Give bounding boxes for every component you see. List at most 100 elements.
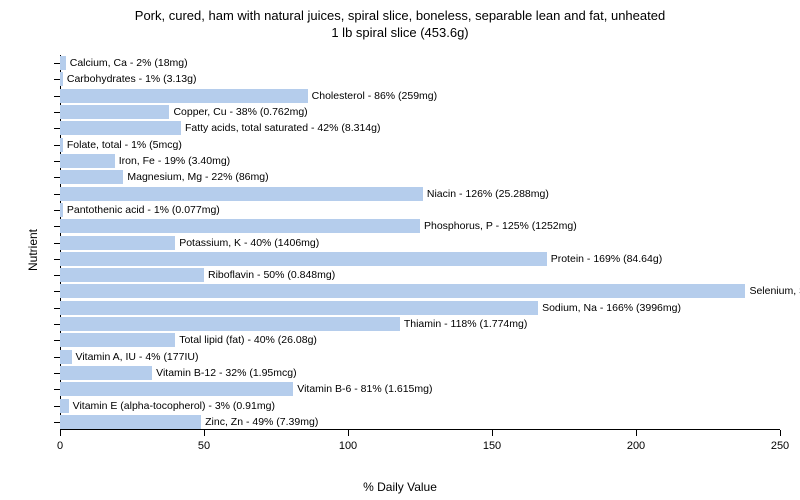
nutrient-chart: Pork, cured, ham with natural juices, sp…	[0, 0, 800, 500]
bar-row: Potassium, K - 40% (1406mg)	[60, 236, 780, 250]
y-tick	[54, 406, 60, 407]
bar-row: Thiamin - 118% (1.774mg)	[60, 317, 780, 331]
bar-row: Total lipid (fat) - 40% (26.08g)	[60, 333, 780, 347]
bar-row: Copper, Cu - 38% (0.762mg)	[60, 105, 780, 119]
bar-row: Phosphorus, P - 125% (1252mg)	[60, 219, 780, 233]
y-tick	[54, 112, 60, 113]
bar-row: Vitamin A, IU - 4% (177IU)	[60, 350, 780, 364]
y-tick	[54, 324, 60, 325]
bar-label: Potassium, K - 40% (1406mg)	[179, 237, 319, 248]
y-tick	[54, 291, 60, 292]
bar-label: Selenium, Se - 238% (166.9mcg)	[749, 286, 800, 297]
x-tick	[492, 430, 493, 436]
bar-label: Folate, total - 1% (5mcg)	[67, 139, 182, 150]
x-tick-label: 100	[339, 440, 357, 452]
y-tick	[54, 96, 60, 97]
y-tick	[54, 373, 60, 374]
bar	[60, 105, 169, 119]
bar-row: Fatty acids, total saturated - 42% (8.31…	[60, 121, 780, 135]
title-line-2: 1 lb spiral slice (453.6g)	[331, 25, 468, 40]
x-tick-label: 250	[771, 440, 789, 452]
bar	[60, 333, 175, 347]
bar-label: Riboflavin - 50% (0.848mg)	[208, 270, 335, 281]
x-tick-label: 150	[483, 440, 501, 452]
bar	[60, 187, 423, 201]
bar-row: Zinc, Zn - 49% (7.39mg)	[60, 415, 780, 429]
bar	[60, 252, 547, 266]
bar-row: Vitamin B-12 - 32% (1.95mcg)	[60, 366, 780, 380]
bar	[60, 121, 181, 135]
bar-row: Vitamin E (alpha-tocopherol) - 3% (0.91m…	[60, 399, 780, 413]
y-tick	[54, 177, 60, 178]
bar	[60, 415, 201, 429]
y-tick	[54, 275, 60, 276]
bar	[60, 56, 66, 70]
x-tick	[636, 430, 637, 436]
bar-row: Vitamin B-6 - 81% (1.615mg)	[60, 382, 780, 396]
y-tick	[54, 243, 60, 244]
x-tick	[348, 430, 349, 436]
bar	[60, 236, 175, 250]
bar-row: Calcium, Ca - 2% (18mg)	[60, 56, 780, 70]
bar-label: Fatty acids, total saturated - 42% (8.31…	[185, 123, 381, 134]
bar-row: Folate, total - 1% (5mcg)	[60, 138, 780, 152]
bar-label: Phosphorus, P - 125% (1252mg)	[424, 221, 577, 232]
y-tick	[54, 340, 60, 341]
y-tick	[54, 128, 60, 129]
bar-row: Iron, Fe - 19% (3.40mg)	[60, 154, 780, 168]
bar-label: Vitamin A, IU - 4% (177IU)	[76, 351, 199, 362]
y-tick	[54, 308, 60, 309]
bar-label: Iron, Fe - 19% (3.40mg)	[119, 156, 230, 167]
x-tick	[204, 430, 205, 436]
x-tick-label: 200	[627, 440, 645, 452]
bar	[60, 399, 69, 413]
y-tick	[54, 161, 60, 162]
title-line-1: Pork, cured, ham with natural juices, sp…	[135, 8, 665, 23]
bar	[60, 366, 152, 380]
y-tick	[54, 145, 60, 146]
bar-label: Magnesium, Mg - 22% (86mg)	[127, 172, 268, 183]
bar-label: Total lipid (fat) - 40% (26.08g)	[179, 335, 317, 346]
x-tick	[780, 430, 781, 436]
bar-row: Magnesium, Mg - 22% (86mg)	[60, 170, 780, 184]
bar-label: Zinc, Zn - 49% (7.39mg)	[205, 417, 318, 428]
bar	[60, 317, 400, 331]
x-tick	[60, 430, 61, 436]
bar-row: Carbohydrates - 1% (3.13g)	[60, 72, 780, 86]
bar-row: Sodium, Na - 166% (3996mg)	[60, 301, 780, 315]
bar-row: Selenium, Se - 238% (166.9mcg)	[60, 284, 780, 298]
x-axis-label: % Daily Value	[363, 480, 437, 494]
bars-group: Calcium, Ca - 2% (18mg) Carbohydrates - 1…	[60, 55, 780, 430]
bar-label: Vitamin B-12 - 32% (1.95mcg)	[156, 368, 296, 379]
bar-label: Protein - 169% (84.64g)	[551, 254, 662, 265]
bar	[60, 350, 72, 364]
bar-label: Pantothenic acid - 1% (0.077mg)	[67, 205, 220, 216]
bar	[60, 268, 204, 282]
bar	[60, 219, 420, 233]
y-tick	[54, 259, 60, 260]
bar-label: Thiamin - 118% (1.774mg)	[404, 319, 528, 330]
plot-area: Calcium, Ca - 2% (18mg) Carbohydrates - 1…	[60, 55, 780, 450]
bar	[60, 301, 538, 315]
y-tick	[54, 357, 60, 358]
bar	[60, 170, 123, 184]
bar-row: Pantothenic acid - 1% (0.077mg)	[60, 203, 780, 217]
y-axis-label: Nutrient	[26, 229, 40, 271]
y-tick	[54, 389, 60, 390]
y-tick	[54, 79, 60, 80]
bar	[60, 154, 115, 168]
bar-label: Vitamin E (alpha-tocopherol) - 3% (0.91m…	[73, 400, 275, 411]
y-tick	[54, 422, 60, 423]
bar	[60, 203, 63, 217]
y-tick	[54, 63, 60, 64]
bar-label: Carbohydrates - 1% (3.13g)	[67, 74, 197, 85]
bar-row: Cholesterol - 86% (259mg)	[60, 89, 780, 103]
y-tick	[54, 210, 60, 211]
x-tick-label: 50	[198, 440, 210, 452]
bar-label: Cholesterol - 86% (259mg)	[312, 91, 437, 102]
y-tick	[54, 226, 60, 227]
y-tick	[54, 194, 60, 195]
bar	[60, 72, 63, 86]
bar	[60, 284, 745, 298]
x-tick-label: 0	[57, 440, 63, 452]
